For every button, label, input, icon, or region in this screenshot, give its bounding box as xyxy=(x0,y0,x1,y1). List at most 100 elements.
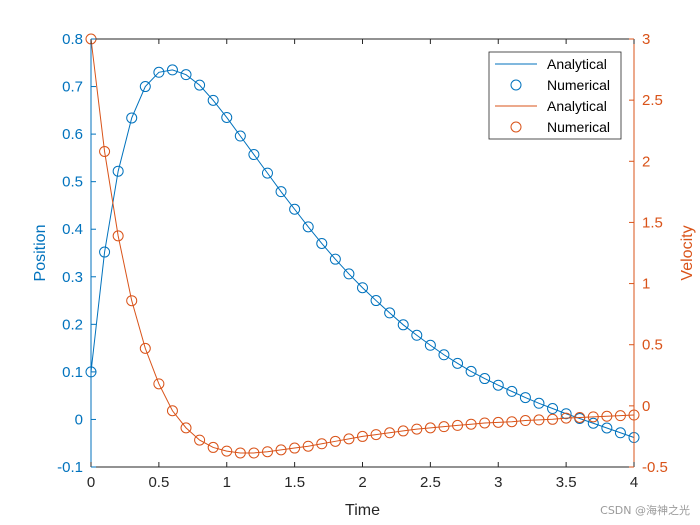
data-point-numerical-position xyxy=(139,81,151,93)
data-point-numerical-position xyxy=(438,349,450,361)
data-point-numerical-velocity xyxy=(194,434,206,446)
data-point-numerical-position xyxy=(343,268,355,280)
data-point-numerical-velocity xyxy=(112,230,124,242)
data-point-numerical-velocity xyxy=(452,419,464,431)
legend-swatch-numerical-velocity xyxy=(510,121,522,133)
data-point-numerical-position xyxy=(533,397,545,409)
data-point-numerical-velocity xyxy=(587,411,599,423)
legend: Analytical Numerical Analytical Numerica… xyxy=(488,51,622,140)
data-point-numerical-position xyxy=(126,112,138,124)
data-point-numerical-position xyxy=(166,64,178,76)
data-point-numerical-position xyxy=(234,130,246,142)
data-point-numerical-velocity xyxy=(438,421,450,433)
data-point-numerical-position xyxy=(302,221,314,233)
right-y-tick-label: 3 xyxy=(642,31,650,48)
x-tick-label: 1.5 xyxy=(284,474,305,491)
legend-label-analytical-position: Analytical xyxy=(547,56,607,72)
data-point-numerical-velocity xyxy=(153,378,165,390)
data-point-numerical-velocity xyxy=(329,435,341,447)
data-point-numerical-velocity xyxy=(316,438,328,450)
right-y-tick-label: -0.5 xyxy=(642,459,668,476)
data-point-numerical-velocity xyxy=(479,417,491,429)
data-point-numerical-velocity xyxy=(370,429,382,441)
x-tick-label: 4 xyxy=(630,474,638,491)
data-point-numerical-velocity xyxy=(221,445,233,457)
data-point-numerical-position xyxy=(221,111,233,123)
data-point-numerical-position xyxy=(465,365,477,377)
data-point-numerical-position xyxy=(452,357,464,369)
data-point-numerical-velocity xyxy=(574,411,586,423)
data-point-numerical-velocity xyxy=(289,442,301,454)
data-point-numerical-velocity xyxy=(465,418,477,430)
data-point-numerical-position xyxy=(547,403,559,415)
left-y-tick-label: 0.5 xyxy=(62,174,83,191)
data-point-numerical-velocity xyxy=(275,444,287,456)
left-axis-title: Position xyxy=(32,225,49,282)
data-point-numerical-position xyxy=(261,167,273,179)
data-point-numerical-velocity xyxy=(180,422,192,434)
legend-box xyxy=(488,51,622,140)
x-tick-label: 3 xyxy=(494,474,502,491)
right-y-tick-label: 1 xyxy=(642,276,650,293)
right-y-tick-label: 0 xyxy=(642,398,650,415)
data-point-numerical-position xyxy=(207,94,219,106)
data-point-numerical-velocity xyxy=(343,433,355,445)
data-point-numerical-velocity xyxy=(234,447,246,459)
right-y-tick-label: 2.5 xyxy=(642,92,663,109)
right-axis-title: Velocity xyxy=(679,225,696,280)
data-point-numerical-position xyxy=(99,246,111,258)
data-point-numerical-position xyxy=(275,186,287,198)
data-point-numerical-velocity xyxy=(560,412,572,424)
data-point-numerical-velocity xyxy=(601,410,613,422)
data-point-numerical-velocity xyxy=(506,416,518,428)
data-point-numerical-position xyxy=(506,385,518,397)
data-point-numerical-velocity xyxy=(519,415,531,427)
data-point-numerical-velocity xyxy=(207,441,219,453)
data-point-numerical-position xyxy=(614,427,626,439)
left-y-tick-label: -0.1 xyxy=(57,459,83,476)
data-point-numerical-position xyxy=(248,149,260,161)
data-point-numerical-position xyxy=(560,408,572,420)
data-point-numerical-position xyxy=(587,417,599,429)
right-y-tick-label: 2 xyxy=(642,153,650,170)
data-point-numerical-position xyxy=(519,392,531,404)
data-point-numerical-velocity xyxy=(492,416,504,428)
x-tick-label: 0 xyxy=(87,474,95,491)
data-point-numerical-position xyxy=(479,373,491,385)
left-y-tick-label: 0.2 xyxy=(62,316,83,333)
data-point-numerical-velocity xyxy=(397,425,409,437)
left-y-tick-label: 0.3 xyxy=(62,269,83,286)
data-point-numerical-position xyxy=(329,253,341,265)
data-point-numerical-position xyxy=(194,79,206,91)
data-point-numerical-position xyxy=(357,282,368,294)
data-point-numerical-velocity xyxy=(614,410,626,422)
data-point-numerical-velocity xyxy=(533,414,545,426)
watermark-text: CSDN @海神之光 xyxy=(600,503,690,517)
data-point-numerical-velocity xyxy=(166,405,178,417)
data-point-numerical-velocity xyxy=(384,427,396,439)
data-point-numerical-position xyxy=(112,165,124,177)
data-point-numerical-velocity xyxy=(302,440,314,452)
x-axis-title: Time xyxy=(345,502,380,519)
right-y-tick-label: 1.5 xyxy=(642,214,663,231)
left-y-tick-label: 0.1 xyxy=(62,364,83,381)
data-point-numerical-velocity xyxy=(126,295,138,307)
legend-label-analytical-velocity: Analytical xyxy=(547,98,607,114)
x-tick-label: 2.5 xyxy=(420,474,441,491)
ticks-layer: 0 0.5 1 1.5 2 2.5 3 3.5 4-0.100.10.20.30.40.50.6… xyxy=(57,31,668,491)
data-point-numerical-position xyxy=(153,66,165,78)
left-y-tick-label: 0.4 xyxy=(62,221,83,238)
data-point-numerical-position xyxy=(180,69,192,81)
data-point-numerical-velocity xyxy=(411,423,423,435)
data-point-numerical-velocity xyxy=(139,342,151,354)
data-point-numerical-velocity xyxy=(357,430,368,442)
data-point-numerical-position xyxy=(601,422,613,434)
data-point-numerical-velocity xyxy=(99,146,111,157)
legend-label-numerical-velocity: Numerical xyxy=(547,119,610,135)
data-point-numerical-velocity xyxy=(547,413,559,425)
x-tick-label: 2 xyxy=(358,474,366,491)
x-tick-label: 1 xyxy=(223,474,231,491)
left-y-tick-label: 0.8 xyxy=(62,31,83,48)
left-y-tick-label: 0.6 xyxy=(62,126,83,143)
